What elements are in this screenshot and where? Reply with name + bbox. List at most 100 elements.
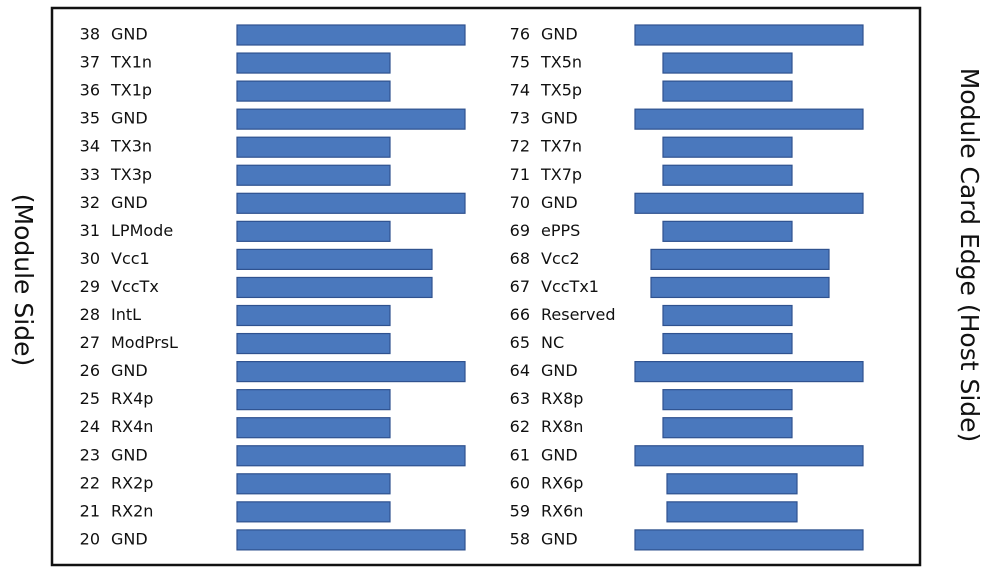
pin-name: TX7n (540, 137, 582, 156)
contact-pad (634, 529, 864, 551)
contact-pad (662, 136, 793, 158)
pin-number: 25 (80, 389, 100, 408)
pin-number: 23 (80, 445, 100, 464)
contact-pad (236, 52, 391, 74)
pin-name: NC (541, 333, 564, 352)
pin-name: GND (111, 529, 148, 548)
pin-number: 68 (510, 249, 530, 268)
pin-number: 71 (510, 165, 530, 184)
pin-name: VccTx1 (541, 277, 599, 296)
contact-pad (236, 80, 391, 102)
pin-number: 24 (80, 417, 100, 436)
pin-name: GND (541, 445, 578, 464)
pin-name: GND (111, 25, 148, 44)
pin-name: Vcc2 (541, 249, 580, 268)
pin-name: RX2n (111, 501, 153, 520)
contact-pad (236, 192, 466, 214)
pin-name: Reserved (541, 305, 615, 324)
pin-name: RX4p (111, 389, 153, 408)
pin-name: GND (541, 193, 578, 212)
contact-pad (634, 445, 864, 467)
pin-number: 60 (510, 473, 530, 492)
pin-name: GND (541, 109, 578, 128)
contact-pad (666, 501, 798, 523)
contact-pad (662, 417, 793, 439)
contact-pad (236, 304, 391, 327)
contact-pad (666, 473, 798, 495)
pin-name: GND (111, 193, 148, 212)
pin-name: RX8n (541, 417, 583, 436)
pin-name: LPMode (111, 221, 173, 240)
pin-number: 34 (80, 137, 100, 156)
contact-pad (650, 248, 830, 270)
pin-name: GND (111, 361, 148, 380)
contact-pad (662, 220, 793, 242)
pin-name: RX4n (111, 417, 153, 436)
pin-name: TX1p (110, 81, 152, 100)
contact-pad (236, 136, 391, 158)
pin-number: 32 (80, 193, 100, 212)
contact-pad (236, 529, 466, 551)
contact-pad (662, 80, 793, 102)
pin-number: 66 (510, 305, 530, 324)
pin-name: GND (541, 361, 578, 380)
pin-number: 74 (510, 81, 530, 100)
pin-number: 72 (510, 137, 530, 156)
pin-name: RX2p (111, 473, 153, 492)
pin-number: 31 (80, 221, 100, 240)
contact-pad (236, 473, 391, 495)
pin-number: 64 (510, 361, 530, 380)
pin-name: GND (111, 109, 148, 128)
pin-number: 59 (510, 501, 530, 520)
pin-number: 69 (510, 221, 530, 240)
pin-name: IntL (111, 305, 141, 324)
left-side-label: (Module Side) (9, 194, 38, 366)
contact-pad (662, 389, 793, 411)
pin-number: 28 (80, 305, 100, 324)
pin-number: 26 (80, 361, 100, 380)
contact-pad (662, 332, 793, 355)
pin-number: 33 (80, 165, 100, 184)
contact-pad (236, 220, 391, 242)
pin-number: 73 (510, 109, 530, 128)
pin-number: 36 (80, 81, 100, 100)
pin-name: ePPS (541, 221, 580, 240)
pin-number: 22 (80, 473, 100, 492)
contact-pad (662, 164, 793, 186)
pin-number: 75 (510, 53, 530, 72)
contact-pad (634, 24, 864, 46)
pin-number: 62 (510, 417, 530, 436)
contact-pad (634, 192, 864, 214)
right-side-label: Module Card Edge (Host Side) (955, 68, 984, 443)
pin-name: TX3n (110, 137, 152, 156)
pin-number: 67 (510, 277, 530, 296)
contact-pad (236, 248, 433, 270)
contact-pad (236, 332, 391, 355)
contact-pad (662, 304, 793, 327)
pin-number: 65 (510, 333, 530, 352)
pin-name: GND (111, 445, 148, 464)
pin-name: TX3p (110, 165, 152, 184)
pin-name: TX1n (110, 53, 152, 72)
contact-pad (650, 276, 830, 299)
contact-pad (236, 108, 466, 130)
pin-number: 61 (510, 445, 530, 464)
card-outline (50, 6, 922, 567)
pin-name: VccTx (111, 277, 159, 296)
pin-name: TX5n (540, 53, 582, 72)
pin-name: TX7p (540, 165, 582, 184)
contact-pad (236, 24, 466, 46)
contact-pad (236, 417, 391, 439)
pin-number: 35 (80, 109, 100, 128)
contact-pad (634, 361, 864, 383)
pin-number: 38 (80, 25, 100, 44)
contact-pad (236, 501, 391, 523)
pin-name: RX6n (541, 501, 583, 520)
pin-name: TX5p (540, 81, 582, 100)
pin-number: 58 (510, 529, 530, 548)
pin-name: GND (541, 25, 578, 44)
pin-number: 70 (510, 193, 530, 212)
pin-name: ModPrsL (111, 333, 178, 352)
pin-number: 29 (80, 277, 100, 296)
